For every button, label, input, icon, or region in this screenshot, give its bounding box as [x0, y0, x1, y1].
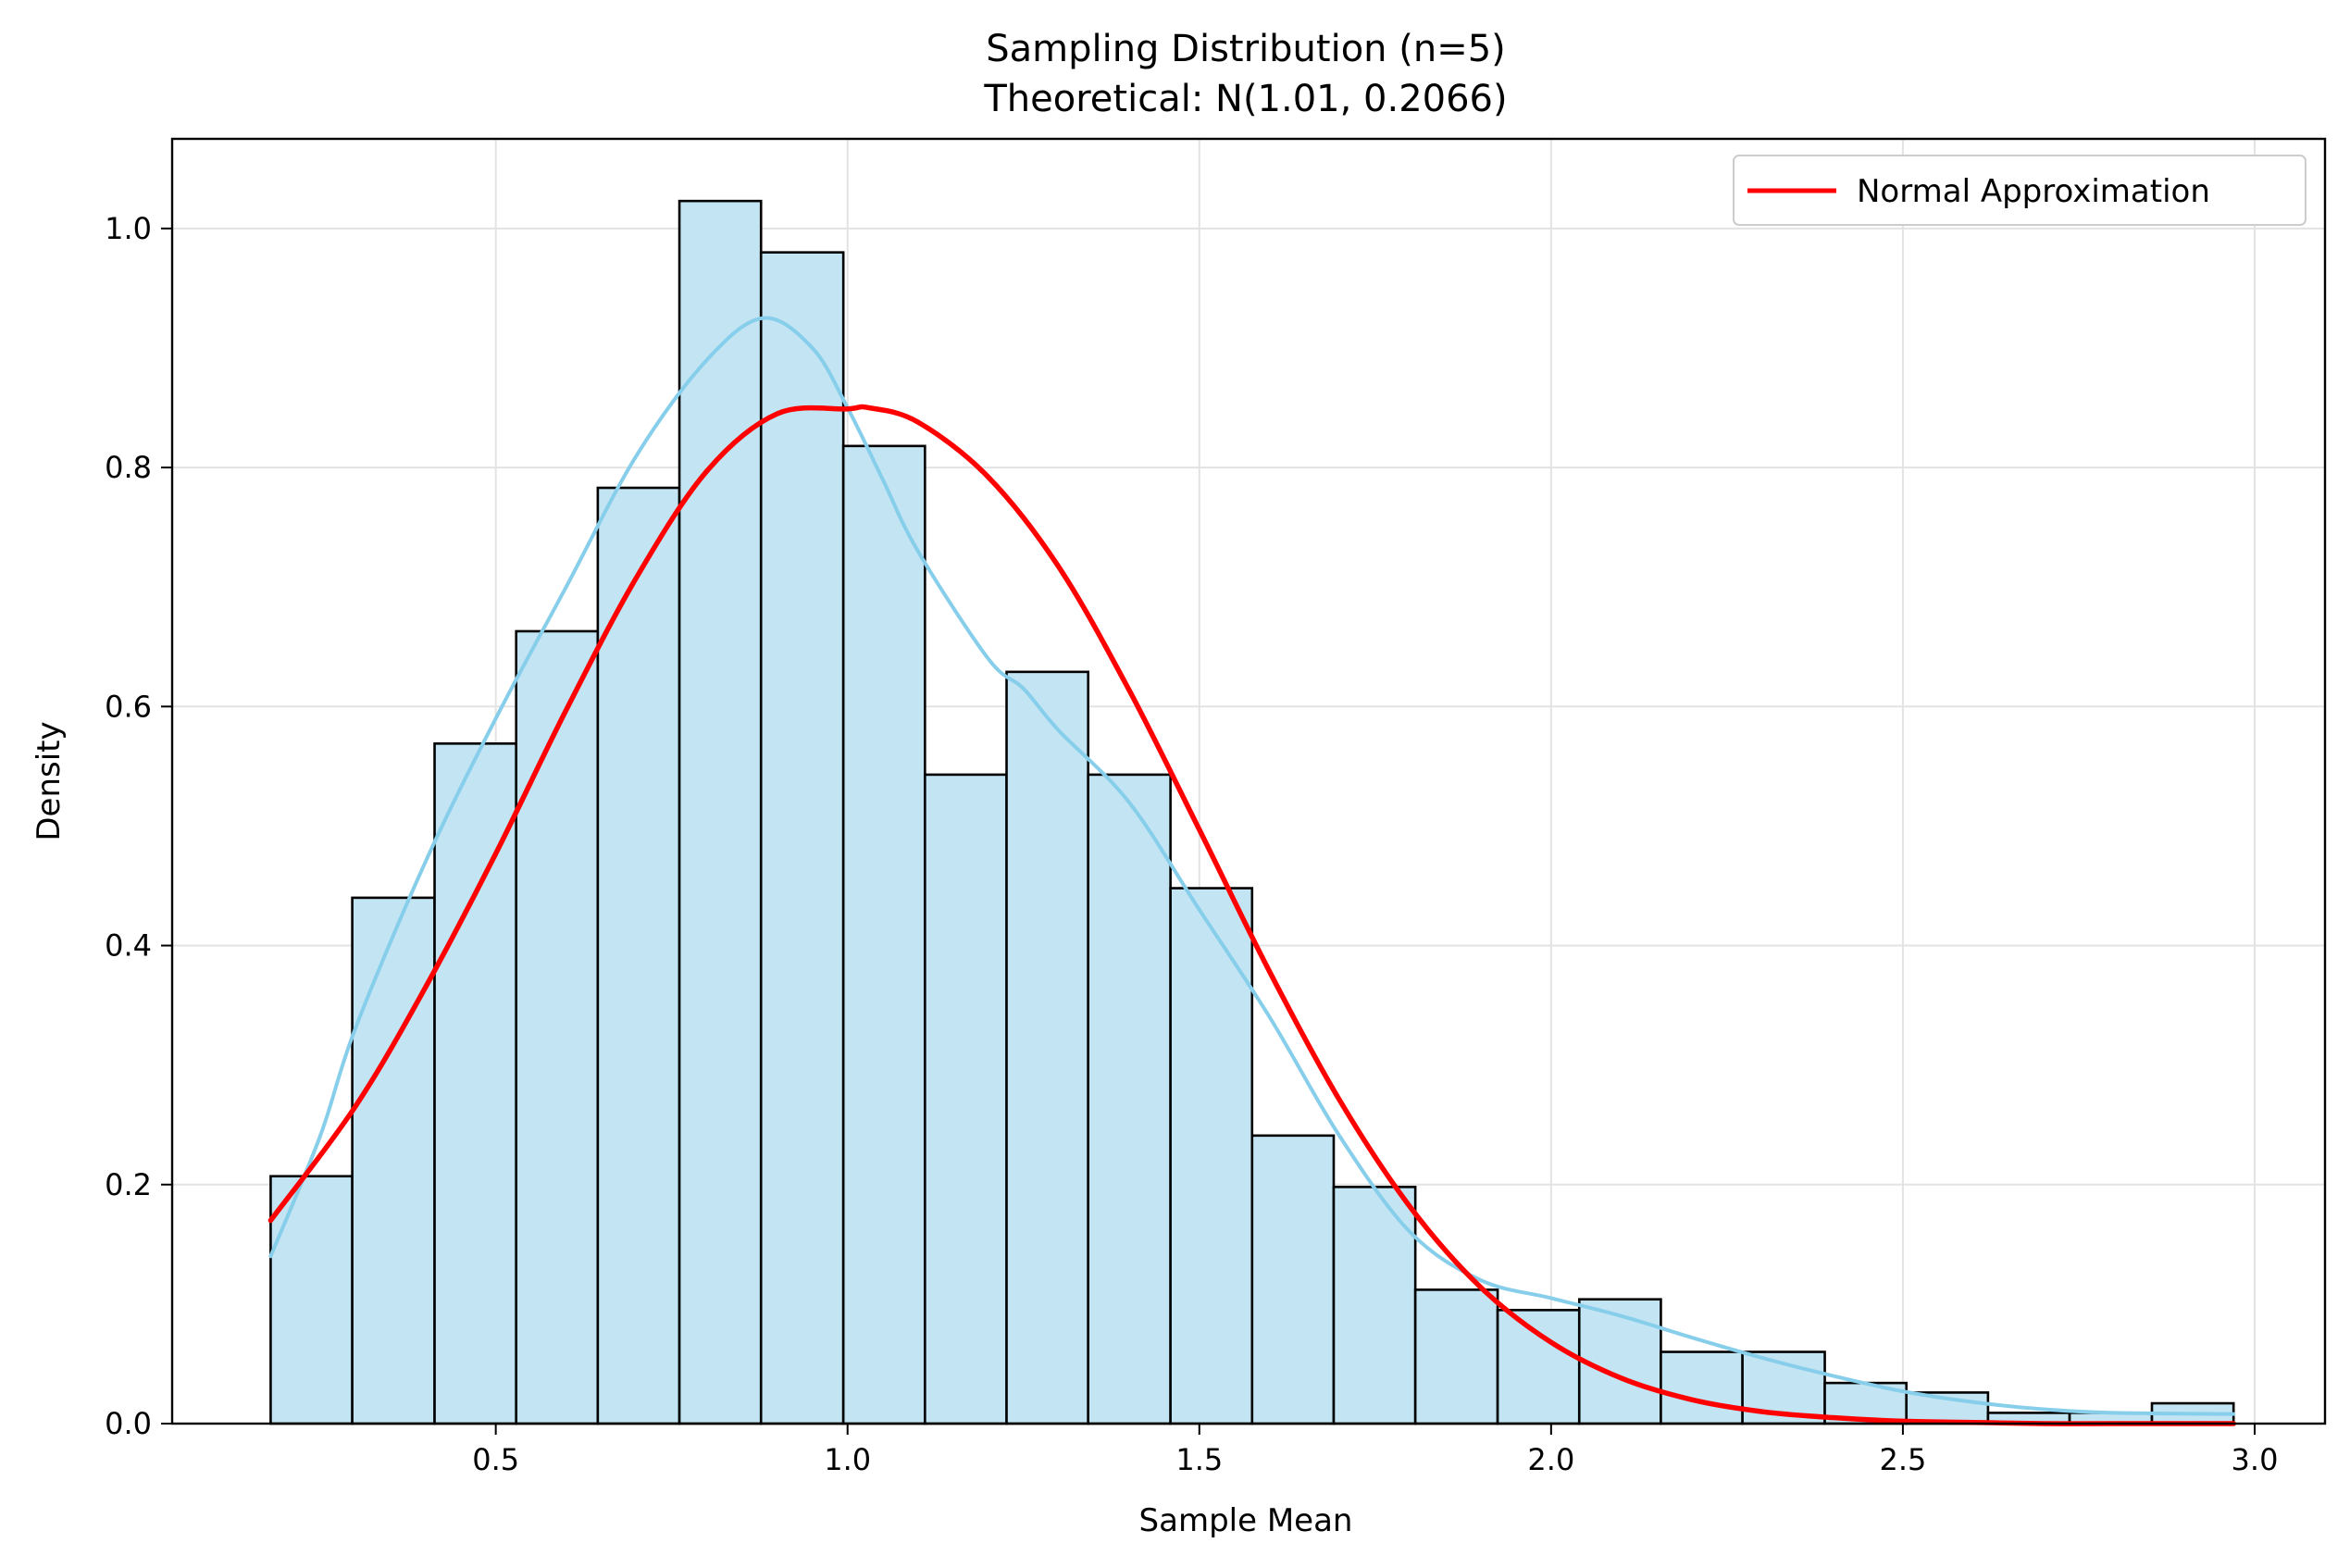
histogram-bar	[678, 199, 763, 1425]
y-axis-label: Density	[31, 721, 68, 840]
y-tick-label: 0.0	[105, 1406, 152, 1441]
y-tick-label: 0.8	[105, 450, 152, 485]
histogram-bar	[1496, 1309, 1581, 1425]
x-tick-label: 2.5	[1879, 1442, 1926, 1477]
legend-normal-label: Normal Approximation	[1857, 173, 2210, 210]
legend: Normal Approximation	[1733, 155, 2306, 226]
normal-curve-layer	[267, 404, 2236, 1426]
y-tick-label: 0.2	[105, 1167, 152, 1202]
histogram-bar	[1169, 887, 1254, 1425]
histogram-bar	[841, 444, 926, 1425]
histogram-bar	[351, 896, 436, 1425]
histogram-bar	[596, 486, 681, 1425]
kde-curve-layer	[268, 316, 2236, 1416]
histogram-bar	[1087, 773, 1172, 1425]
legend-box	[1733, 155, 2306, 226]
normal-approximation-curve	[267, 404, 2236, 1426]
histogram-bar	[924, 773, 1008, 1425]
plot-frame	[170, 137, 2327, 1425]
x-tick-label: 2.0	[1527, 1442, 1574, 1477]
x-tick-label: 1.0	[824, 1442, 871, 1477]
histogram-bar	[269, 1175, 354, 1425]
histogram-bar	[1660, 1350, 1744, 1425]
histogram-bar	[1577, 1298, 1662, 1425]
histogram-bar	[515, 629, 600, 1425]
y-tick-label: 0.6	[105, 689, 152, 724]
y-axis: 0.0 0.2 0.4 0.6 0.8 1.0	[105, 211, 172, 1441]
histogram-bar	[433, 742, 518, 1425]
x-axis: 0.5 1.0 1.5 2.0 2.5 3.0	[472, 1424, 2278, 1477]
y-tick-label: 1.0	[105, 211, 152, 246]
x-axis-label: Sample Mean	[1139, 1502, 1353, 1539]
histogram-bars	[269, 199, 2235, 1425]
histogram-bar	[1413, 1288, 1499, 1425]
chart-subtitle: Theoretical: N(1.01, 0.2066)	[983, 78, 1507, 120]
chart-title: Sampling Distribution (n=5)	[986, 28, 1506, 70]
x-tick-label: 0.5	[472, 1442, 519, 1477]
x-tick-label: 1.5	[1175, 1442, 1223, 1477]
histogram-bar	[1005, 670, 1089, 1425]
y-tick-label: 0.4	[105, 928, 152, 964]
x-tick-label: 3.0	[2232, 1442, 2279, 1477]
histogram-bar	[1250, 1134, 1336, 1425]
kde-curve	[268, 316, 2236, 1416]
histogram-bar	[759, 251, 845, 1425]
